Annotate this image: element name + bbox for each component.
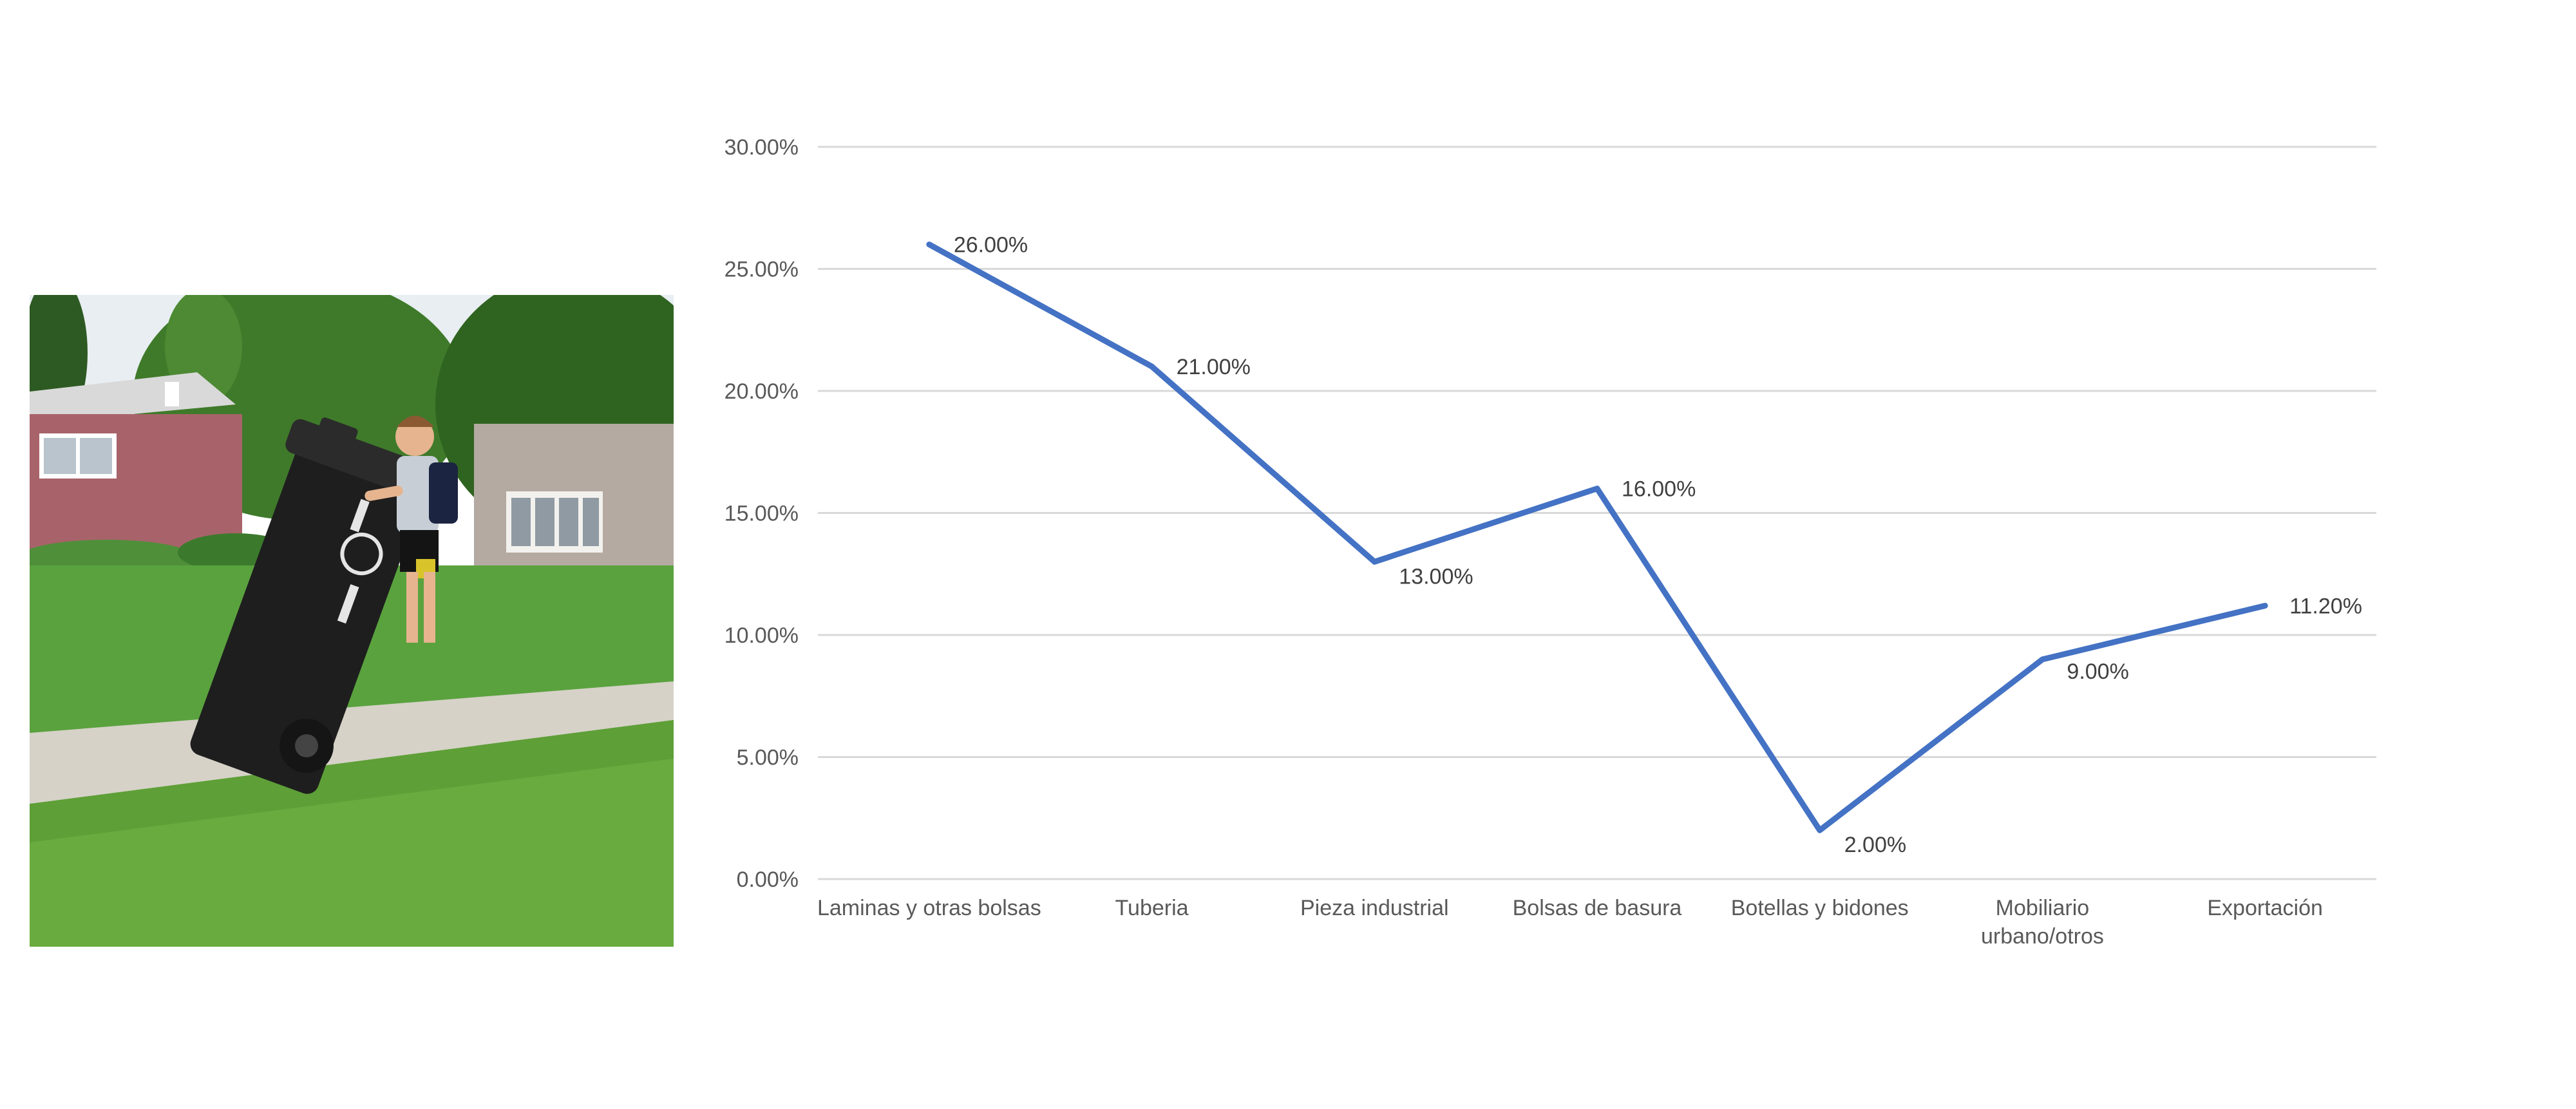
x-tick-label: Mobiliario urbano/otros	[1981, 896, 2104, 949]
series-line	[926, 242, 2268, 833]
data-labels: 26.00% 21.00% 13.00% 16.00% 2.00% 9.00% 11.20%	[954, 233, 2362, 858]
data-label: 26.00%	[954, 233, 1028, 258]
x-axis-tick-labels: Laminas y otras bolsas Tuberia Pieza indus…	[817, 896, 2323, 949]
y-tick-label: 25.00%	[724, 258, 799, 282]
x-tick-label: Exportación	[2207, 896, 2323, 920]
data-label: 11.20%	[2289, 594, 2362, 619]
garbage-bin-photo	[30, 295, 674, 947]
y-tick-label: 15.00%	[724, 502, 799, 526]
y-axis-tick-labels: 0.00% 5.00% 10.00% 15.00% 20.00% 25.00% 30.00%	[724, 135, 799, 892]
x-tick-label: Laminas y otras bolsas	[817, 896, 1041, 920]
data-label: 13.00%	[1399, 564, 1473, 589]
x-tick-label: Botellas y bidones	[1731, 896, 1909, 920]
data-point	[1817, 828, 1823, 833]
data-point	[2040, 656, 2045, 662]
x-tick-label: Pieza industrial	[1300, 896, 1449, 920]
gridlines	[818, 146, 2376, 880]
y-tick-label: 0.00%	[737, 867, 799, 892]
data-point	[926, 242, 932, 247]
data-point	[1149, 364, 1155, 370]
y-tick-label: 10.00%	[724, 623, 799, 648]
x-tick-label: Bolsas de basura	[1513, 896, 1682, 920]
data-label: 21.00%	[1177, 355, 1251, 379]
y-tick-label: 30.00%	[724, 135, 799, 160]
y-tick-label: 20.00%	[724, 379, 799, 404]
x-tick-label: Tuberia	[1115, 896, 1189, 920]
data-point	[2262, 603, 2268, 609]
data-point	[1372, 559, 1378, 565]
data-point	[1595, 486, 1600, 491]
series-group	[926, 242, 2268, 833]
data-label: 2.00%	[1844, 833, 1906, 857]
y-tick-label: 5.00%	[737, 746, 799, 770]
data-label: 9.00%	[2067, 659, 2128, 684]
data-label: 16.00%	[1622, 477, 1696, 502]
